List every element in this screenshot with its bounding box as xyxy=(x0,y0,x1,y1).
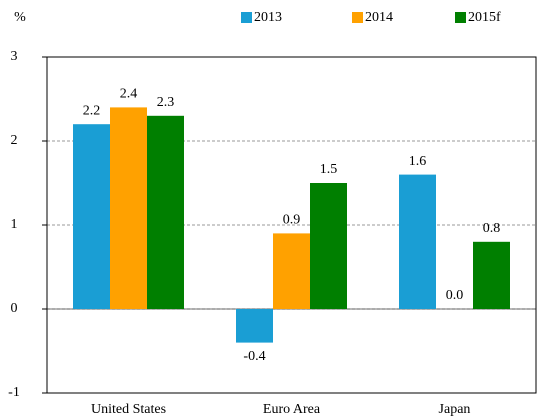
y-tick-label: 2 xyxy=(11,133,18,148)
x-tick-label: Japan xyxy=(439,402,471,417)
value-label: 0.8 xyxy=(483,221,501,236)
value-label: 1.5 xyxy=(320,162,338,177)
y-tick-label: 1 xyxy=(11,217,18,232)
legend-swatch xyxy=(352,12,363,23)
y-axis-label: % xyxy=(14,10,26,25)
legend-label: 2015f xyxy=(468,10,501,25)
bar xyxy=(310,183,347,309)
bar xyxy=(236,309,273,343)
bar xyxy=(473,241,510,309)
value-label: 2.3 xyxy=(157,95,175,110)
bar xyxy=(110,107,147,310)
bar xyxy=(147,115,184,309)
value-label: 0.0 xyxy=(446,288,464,303)
value-label: -0.4 xyxy=(243,349,265,364)
y-tick-label: 3 xyxy=(11,49,18,64)
x-tick-label: United States xyxy=(91,402,166,417)
x-tick-label: Euro Area xyxy=(263,402,321,417)
bar xyxy=(273,233,310,309)
value-label: 1.6 xyxy=(409,154,427,169)
legend-swatch xyxy=(241,12,252,23)
bar xyxy=(399,174,436,309)
bar xyxy=(73,124,110,309)
legend-label: 2014 xyxy=(365,10,393,25)
value-label: 0.9 xyxy=(283,213,301,228)
value-label: 2.4 xyxy=(120,87,138,102)
legend-label: 2013 xyxy=(254,10,282,25)
plot-border xyxy=(46,56,537,394)
y-tick-label: -1 xyxy=(8,385,20,400)
legend-swatch xyxy=(455,12,466,23)
value-label: 2.2 xyxy=(83,103,101,118)
y-tick-label: 0 xyxy=(11,301,18,316)
